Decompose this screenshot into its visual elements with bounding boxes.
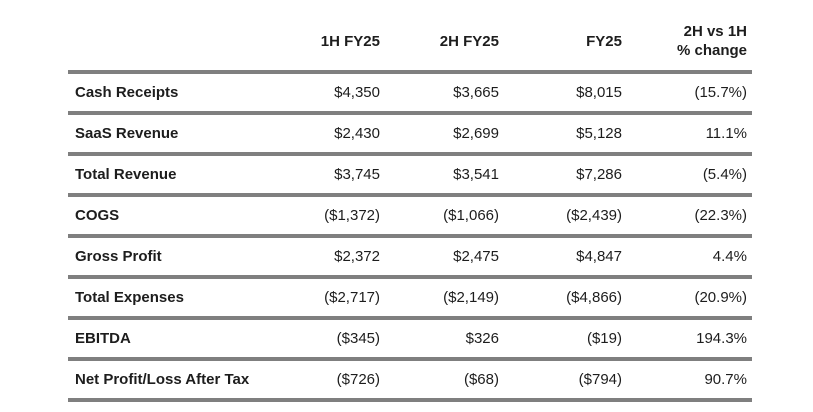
- value-2h-fy25: ($68): [463, 371, 499, 388]
- header-fy25: FY25: [586, 32, 622, 50]
- value-pct-change: 11.1%: [705, 125, 747, 142]
- value-fy25: $5,128: [576, 125, 622, 142]
- value-fy25: $7,286: [576, 166, 622, 183]
- value-pct-change: (15.7%): [694, 84, 747, 101]
- table-row-cogs: COGS ($1,372) ($1,066) ($2,439) (22.3%): [68, 195, 752, 236]
- table-row-saas-revenue: SaaS Revenue $2,430 $2,699 $5,128 11.1%: [68, 113, 752, 154]
- row-label: EBITDA: [75, 330, 131, 347]
- table-row-net-profit-loss-after-tax: Net Profit/Loss After Tax ($726) ($68) (…: [68, 359, 752, 400]
- header-2h-vs-1h-change: 2H vs 1H % change: [627, 14, 752, 72]
- value-1h-fy25: $2,430: [334, 125, 380, 142]
- value-1h-fy25: ($1,372): [324, 207, 380, 224]
- value-2h-fy25: $3,541: [453, 166, 499, 183]
- row-label: Total Revenue: [75, 166, 177, 183]
- header-1h-fy25: 1H FY25: [320, 32, 380, 50]
- header-change-line1: 2H vs 1H: [683, 23, 747, 40]
- value-fy25: ($19): [586, 330, 622, 347]
- header-change-line2: % change: [676, 42, 747, 59]
- row-label: SaaS Revenue: [75, 125, 179, 142]
- table-row-total-expenses: Total Expenses ($2,717) ($2,149) ($4,866…: [68, 277, 752, 318]
- value-pct-change: (22.3%): [694, 207, 747, 224]
- value-fy25: $8,015: [576, 84, 622, 101]
- value-1h-fy25: ($2,717): [324, 289, 380, 306]
- value-2h-fy25: ($1,066): [443, 207, 499, 224]
- value-fy25: $4,847: [576, 248, 622, 265]
- value-2h-fy25: ($2,149): [443, 289, 499, 306]
- value-1h-fy25: ($726): [336, 371, 380, 388]
- value-2h-fy25: $326: [465, 330, 499, 347]
- value-1h-fy25: ($345): [336, 330, 380, 347]
- value-fy25: ($4,866): [566, 289, 622, 306]
- value-1h-fy25: $4,350: [334, 84, 380, 101]
- value-pct-change: (20.9%): [694, 289, 747, 306]
- value-1h-fy25: $3,745: [334, 166, 380, 183]
- value-pct-change: 90.7%: [704, 371, 747, 388]
- table-row-gross-profit: Gross Profit $2,372 $2,475 $4,847 4.4%: [68, 236, 752, 277]
- value-pct-change: 194.3%: [696, 330, 747, 347]
- table-row-cash-receipts: Cash Receipts $4,350 $3,665 $8,015 (15.7…: [68, 72, 752, 113]
- row-label: Net Profit/Loss After Tax: [75, 371, 250, 388]
- value-1h-fy25: $2,372: [334, 248, 380, 265]
- row-label: Cash Receipts: [75, 84, 179, 101]
- header-row: 1H FY25 2H FY25 FY25 2H vs 1H % change: [68, 14, 752, 72]
- row-label: Total Expenses: [75, 289, 184, 306]
- value-fy25: ($794): [578, 371, 622, 388]
- value-2h-fy25: $3,665: [453, 84, 499, 101]
- value-pct-change: (5.4%): [702, 166, 747, 183]
- financial-results-table: 1H FY25 2H FY25 FY25 2H vs 1H % change C…: [68, 14, 752, 402]
- value-fy25: ($2,439): [566, 207, 622, 224]
- table-row-ebitda: EBITDA ($345) $326 ($19) 194.3%: [68, 318, 752, 359]
- row-label: COGS: [75, 207, 120, 224]
- table-row-total-revenue: Total Revenue $3,745 $3,541 $7,286 (5.4%…: [68, 154, 752, 195]
- row-label: Gross Profit: [75, 248, 162, 265]
- header-2h-fy25: 2H FY25: [439, 32, 499, 50]
- value-2h-fy25: $2,699: [453, 125, 499, 142]
- header-empty-cell: [68, 14, 268, 72]
- value-pct-change: 4.4%: [712, 248, 747, 265]
- value-2h-fy25: $2,475: [453, 248, 499, 265]
